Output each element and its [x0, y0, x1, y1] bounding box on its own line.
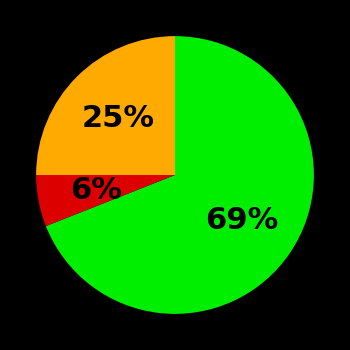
Text: 69%: 69% [205, 206, 278, 235]
Text: 25%: 25% [82, 104, 155, 133]
Wedge shape [36, 36, 175, 175]
Wedge shape [36, 175, 175, 226]
Text: 6%: 6% [70, 176, 122, 205]
Wedge shape [46, 36, 314, 314]
